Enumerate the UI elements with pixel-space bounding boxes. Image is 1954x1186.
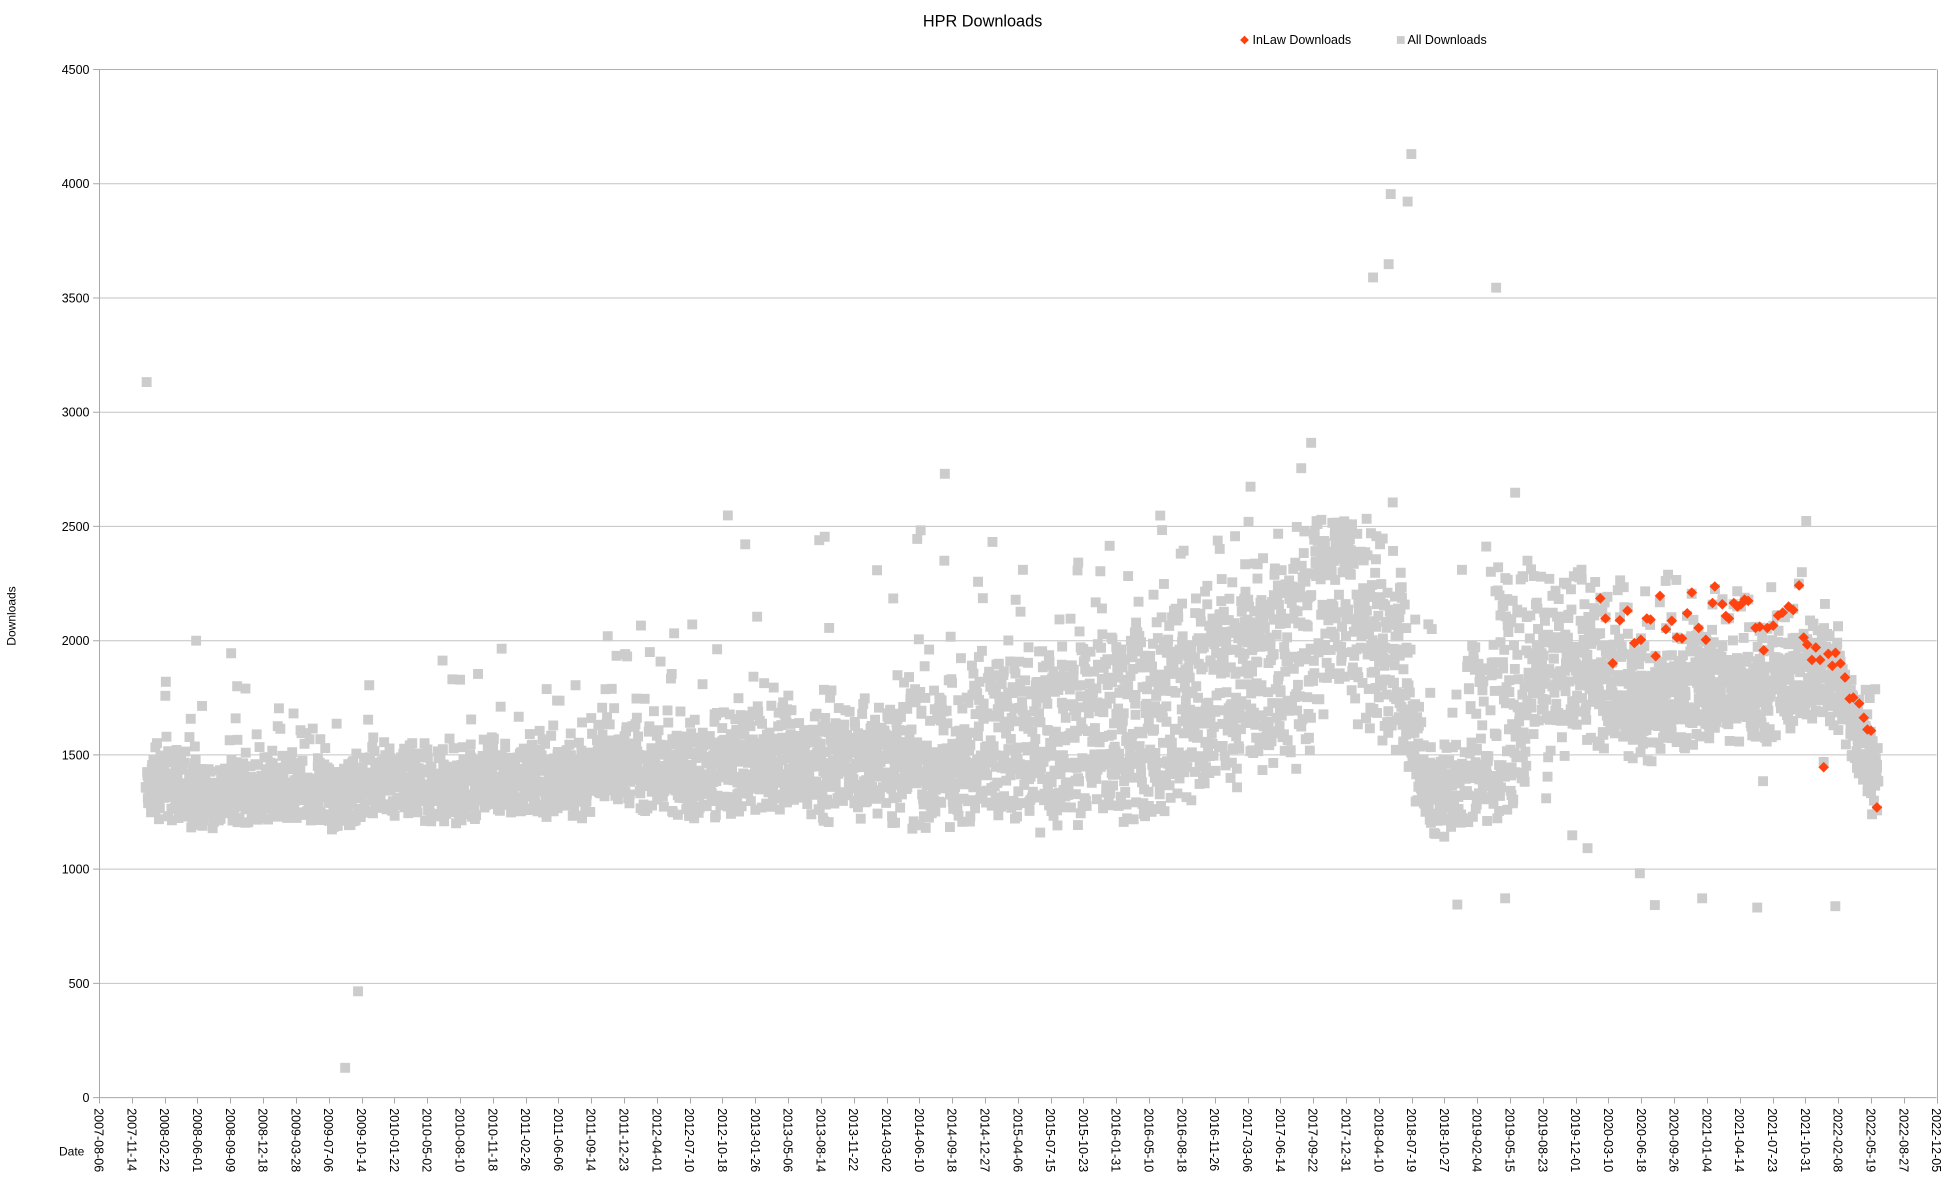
svg-text:2011-12-23: 2011-12-23 <box>617 1108 631 1171</box>
svg-text:2008-02-22: 2008-02-22 <box>157 1108 171 1172</box>
svg-text:HPR Downloads: HPR Downloads <box>923 12 1042 30</box>
svg-text:2016-05-10: 2016-05-10 <box>1142 1108 1156 1172</box>
svg-text:2015-10-23: 2015-10-23 <box>1076 1108 1090 1172</box>
svg-text:2021-01-04: 2021-01-04 <box>1699 1108 1713 1172</box>
svg-text:2022-12-05: 2022-12-05 <box>1929 1108 1943 1172</box>
svg-text:All Downloads: All Downloads <box>1408 33 1487 47</box>
svg-text:2016-08-18: 2016-08-18 <box>1174 1108 1188 1172</box>
svg-text:2013-01-26: 2013-01-26 <box>748 1108 762 1172</box>
svg-text:2020-09-26: 2020-09-26 <box>1667 1108 1681 1172</box>
svg-text:3000: 3000 <box>62 406 90 420</box>
svg-text:2019-12-01: 2019-12-01 <box>1568 1108 1582 1172</box>
svg-text:2017-09-22: 2017-09-22 <box>1306 1108 1320 1172</box>
svg-text:2010-05-02: 2010-05-02 <box>420 1108 434 1172</box>
svg-text:2008-12-18: 2008-12-18 <box>256 1108 270 1172</box>
svg-text:2011-02-26: 2011-02-26 <box>518 1108 532 1171</box>
svg-text:2009-07-06: 2009-07-06 <box>321 1108 335 1172</box>
svg-text:2019-02-04: 2019-02-04 <box>1470 1108 1484 1172</box>
svg-text:4500: 4500 <box>62 63 90 77</box>
svg-text:2011-09-14: 2011-09-14 <box>584 1108 598 1171</box>
svg-text:2000: 2000 <box>62 634 90 648</box>
svg-text:InLaw Downloads: InLaw Downloads <box>1253 33 1352 47</box>
svg-text:2020-03-10: 2020-03-10 <box>1601 1108 1615 1172</box>
svg-text:2016-01-31: 2016-01-31 <box>1109 1108 1123 1172</box>
svg-text:2010-08-10: 2010-08-10 <box>453 1108 467 1172</box>
svg-text:2008-09-09: 2008-09-09 <box>223 1108 237 1172</box>
svg-text:2009-10-14: 2009-10-14 <box>354 1108 368 1172</box>
svg-text:2017-12-31: 2017-12-31 <box>1338 1108 1352 1172</box>
svg-text:2009-03-28: 2009-03-28 <box>288 1108 302 1172</box>
svg-text:2007-11-14: 2007-11-14 <box>124 1108 138 1171</box>
svg-text:4000: 4000 <box>62 177 90 191</box>
svg-text:2018-07-19: 2018-07-19 <box>1404 1108 1418 1172</box>
svg-text:2019-05-15: 2019-05-15 <box>1503 1108 1517 1172</box>
svg-text:2022-02-08: 2022-02-08 <box>1831 1108 1845 1172</box>
svg-text:2012-10-18: 2012-10-18 <box>715 1108 729 1172</box>
svg-text:2018-04-10: 2018-04-10 <box>1371 1108 1385 1172</box>
svg-text:2013-05-06: 2013-05-06 <box>781 1108 795 1172</box>
svg-text:3500: 3500 <box>62 292 90 306</box>
svg-text:2018-10-27: 2018-10-27 <box>1437 1108 1451 1172</box>
svg-text:1500: 1500 <box>62 748 90 762</box>
svg-text:2014-09-18: 2014-09-18 <box>945 1108 959 1172</box>
svg-text:Date: Date <box>59 1145 85 1159</box>
svg-text:2020-06-18: 2020-06-18 <box>1634 1108 1648 1172</box>
svg-text:2015-07-15: 2015-07-15 <box>1043 1108 1057 1172</box>
svg-text:2010-11-18: 2010-11-18 <box>485 1108 499 1171</box>
svg-text:2011-06-06: 2011-06-06 <box>551 1108 565 1171</box>
svg-text:2012-07-10: 2012-07-10 <box>682 1108 696 1172</box>
svg-text:2013-08-14: 2013-08-14 <box>813 1108 827 1172</box>
svg-text:2010-01-22: 2010-01-22 <box>387 1108 401 1172</box>
svg-text:2017-06-14: 2017-06-14 <box>1273 1108 1287 1172</box>
svg-text:500: 500 <box>69 977 90 991</box>
svg-text:1000: 1000 <box>62 863 90 877</box>
svg-text:2021-07-23: 2021-07-23 <box>1765 1108 1779 1172</box>
svg-text:2013-11-22: 2013-11-22 <box>846 1108 860 1171</box>
svg-text:2012-04-01: 2012-04-01 <box>649 1108 663 1172</box>
svg-text:2021-10-31: 2021-10-31 <box>1798 1108 1812 1172</box>
svg-text:2021-04-14: 2021-04-14 <box>1732 1108 1746 1172</box>
svg-text:2022-08-27: 2022-08-27 <box>1896 1108 1910 1172</box>
svg-text:2017-03-06: 2017-03-06 <box>1240 1108 1254 1172</box>
svg-text:Downloads: Downloads <box>5 586 19 645</box>
svg-text:2014-03-02: 2014-03-02 <box>879 1108 893 1172</box>
svg-text:2019-08-23: 2019-08-23 <box>1535 1108 1549 1172</box>
svg-text:0: 0 <box>83 1091 90 1105</box>
svg-text:2014-12-27: 2014-12-27 <box>978 1108 992 1172</box>
svg-text:2022-05-19: 2022-05-19 <box>1864 1108 1878 1172</box>
svg-text:2016-11-26: 2016-11-26 <box>1207 1108 1221 1171</box>
svg-text:2015-04-06: 2015-04-06 <box>1010 1108 1024 1172</box>
svg-text:2500: 2500 <box>62 520 90 534</box>
svg-text:2008-06-01: 2008-06-01 <box>190 1108 204 1172</box>
svg-text:2007-08-06: 2007-08-06 <box>92 1108 106 1172</box>
svg-text:2014-06-10: 2014-06-10 <box>912 1108 926 1172</box>
